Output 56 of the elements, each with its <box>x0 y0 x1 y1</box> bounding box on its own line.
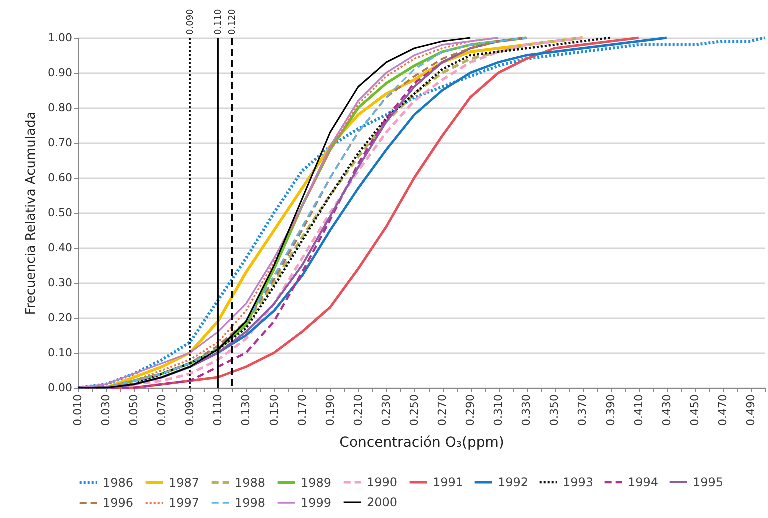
legend-label: 1995 <box>693 476 724 490</box>
x-tick-label: 0.050 <box>128 394 141 426</box>
x-tick-label: 0.370 <box>576 394 590 426</box>
y-tick-label: 0.10 <box>48 346 72 360</box>
x-tick-label: 0.070 <box>156 394 169 426</box>
y-tick-label: 0.90 <box>48 66 72 80</box>
x-tick-label: 0.350 <box>548 394 562 426</box>
legend-label: 1988 <box>235 476 266 490</box>
x-tick-label: 0.430 <box>660 394 674 426</box>
legend-label: 1992 <box>498 476 529 490</box>
x-tick-label: 0.210 <box>352 394 365 426</box>
x-tick-label: 0.450 <box>688 394 702 426</box>
x-tick-label: 0.030 <box>100 394 113 426</box>
x-tick-label: 0.010 <box>72 394 84 426</box>
y-axis-title: Frecuencia Relativa Acumulada <box>24 112 40 316</box>
y-tick-label: 0.50 <box>48 206 72 220</box>
legend-label: 1986 <box>103 476 134 490</box>
legend-label: 1996 <box>103 496 134 510</box>
x-axis-title: Concentración O₃(ppm) <box>340 434 504 451</box>
x-tick-label: 0.090 <box>184 394 197 426</box>
legend-label: 1994 <box>628 476 659 490</box>
y-tick-label: 0.80 <box>48 102 72 114</box>
x-tick-label: 0.490 <box>744 394 758 426</box>
x-tick-label: 0.290 <box>464 394 478 426</box>
x-tick-label: 0.250 <box>408 394 421 426</box>
y-tick-label: 0.30 <box>48 276 72 290</box>
y-tick-label: 0.70 <box>48 136 72 150</box>
x-tick-label: 0.390 <box>604 394 618 426</box>
x-tick-label: 0.330 <box>520 394 534 426</box>
x-tick-label: 0.150 <box>268 394 281 426</box>
legend-label: 1987 <box>169 476 200 490</box>
x-tick-label: 0.110 <box>212 394 225 426</box>
ref-line-label: 0.090 <box>186 8 196 35</box>
y-tick-label: 0.00 <box>48 382 72 394</box>
y-tick-label: 0.60 <box>48 172 72 184</box>
legend-label: 1989 <box>301 476 332 490</box>
x-tick-label: 0.230 <box>380 394 393 426</box>
legend-label: 1998 <box>235 496 266 510</box>
legend-label: 1999 <box>301 496 332 510</box>
x-tick-label: 0.170 <box>296 394 309 426</box>
legend-label: 2000 <box>367 496 398 510</box>
ref-line-label: 0.120 <box>228 8 238 35</box>
x-tick-label: 0.310 <box>492 394 506 426</box>
legend-label: 1990 <box>367 476 398 490</box>
y-tick-label: 0.40 <box>48 242 72 254</box>
y-tick-label: 1.00 <box>48 32 72 44</box>
x-tick-label: 0.190 <box>324 394 337 426</box>
x-tick-label: 0.410 <box>632 394 646 426</box>
y-tick-label: 0.20 <box>48 312 72 324</box>
legend-label: 1993 <box>563 476 594 490</box>
legend-label: 1991 <box>433 476 464 490</box>
legend-label: 1997 <box>169 496 200 510</box>
x-tick-label: 0.270 <box>436 394 450 426</box>
x-tick-label: 0.130 <box>240 394 253 426</box>
x-tick-label: 0.470 <box>716 394 730 426</box>
ref-line-label: 0.110 <box>214 8 224 35</box>
